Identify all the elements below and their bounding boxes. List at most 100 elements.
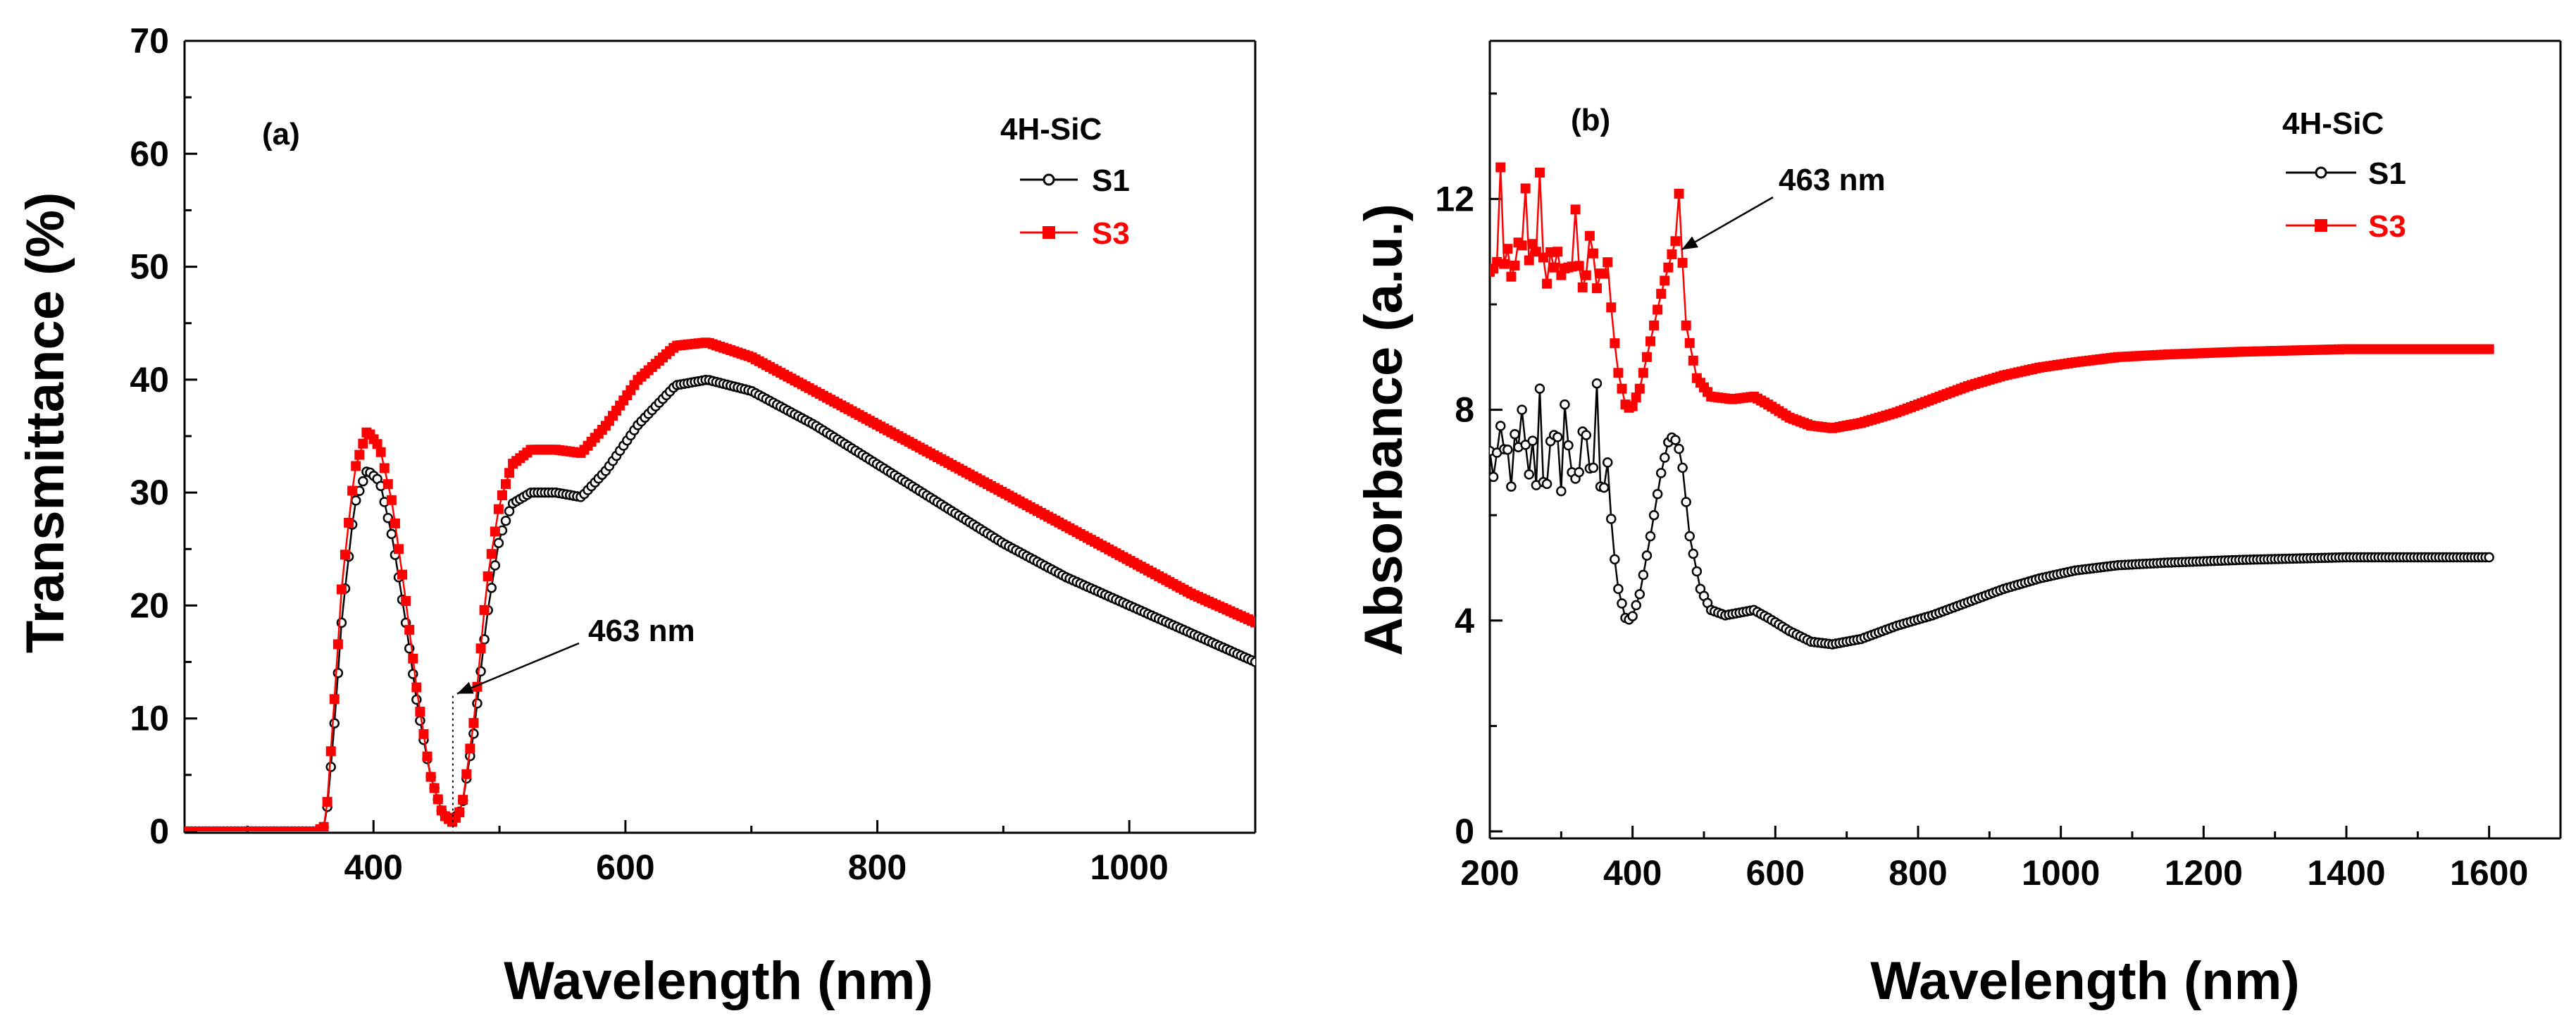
panel-b-s3-point	[1577, 282, 1588, 292]
panel-b-s1-point	[1517, 404, 1527, 415]
panel-a-s3-point	[332, 639, 343, 650]
panel-a-legend-s1-marker	[1043, 173, 1055, 186]
panel-b-annotation-arrow-line	[1681, 196, 1774, 251]
panel-b-s3-point	[1631, 392, 1641, 403]
panel-b-s3-point	[1524, 255, 1534, 266]
panel-a-legend-s1: S1	[1020, 163, 1130, 198]
panel-b-s3-point	[1574, 261, 1584, 271]
panel-a-s3-point	[425, 771, 436, 782]
panel-b-s1-point	[1606, 514, 1617, 524]
panel-a-s3-point	[325, 746, 336, 757]
panel-b-s3-point	[1588, 248, 1598, 259]
panel-a-s3-point	[329, 694, 340, 705]
panel-b-x-axis-title: Wavelength (nm)	[1870, 951, 2299, 1011]
panel-a-s3-point	[401, 596, 411, 607]
panel-a-x-tick-label: 400	[344, 848, 403, 887]
panel-a-y-tick-label: 50	[130, 247, 169, 287]
panel-b-x-tick-label: 200	[1460, 853, 1519, 893]
panel-b-series-s1	[1490, 378, 2494, 650]
panel-b-s3-point	[1688, 355, 1698, 366]
panel-b-x-tick-label: 400	[1603, 853, 1662, 893]
panel-b-label: (b)	[1571, 103, 1610, 137]
panel-b-legend-s1-marker	[2315, 166, 2327, 179]
panel-a-s3-point	[408, 653, 418, 664]
panel-b-s1-point	[1652, 489, 1663, 500]
panel-a-s1-point	[490, 560, 501, 571]
panel-b-s3-point	[1510, 260, 1520, 271]
panel-b-s1-point	[1541, 478, 1553, 490]
panel-a-series-s1-line	[185, 379, 1255, 831]
panel-a-y-tick-label: 40	[130, 360, 169, 399]
panel-b-s3-point	[1634, 383, 1645, 394]
panel-a-s3-point	[354, 450, 365, 460]
panel-a-legend-s3-label: S3	[1092, 216, 1130, 251]
panel-a-label: (a)	[262, 117, 300, 151]
panel-a-s3-point	[415, 707, 425, 717]
panel-a-s3-point	[379, 463, 390, 473]
panel-b-s1-point	[1610, 554, 1620, 565]
panel-b-s3-point	[1606, 302, 1617, 313]
panel-b-s3-point	[1656, 289, 1667, 299]
panel-a-s3-point	[386, 495, 397, 505]
panel-b-s1-point	[1638, 569, 1649, 581]
panel-b-s3-point	[1534, 168, 1545, 178]
panel-b-s3-point	[1570, 204, 1581, 215]
panel-b-s1-point	[1553, 432, 1563, 442]
panel-b-s1-point	[1506, 481, 1517, 492]
panel-b-s1-point	[1598, 482, 1610, 493]
panel-b-s3-point	[1613, 368, 1624, 378]
panel-a-s3-point	[318, 822, 329, 831]
panel-b-s3-point	[1638, 368, 1648, 378]
panel-a-s1-point	[493, 538, 504, 548]
panel-a-series-s3	[185, 337, 1255, 831]
panel-a-s3-point	[461, 769, 472, 779]
panel-a-y-tick-label: 10	[130, 699, 169, 738]
panel-a-s3-point	[351, 461, 361, 471]
panel-a-x-tick-label: 600	[596, 848, 654, 887]
panel-b-s3-point	[1645, 336, 1655, 347]
panel-a-s1-point	[486, 583, 497, 593]
panel-b-s3-point	[1667, 249, 1677, 259]
panel-a-s3-point	[433, 794, 443, 805]
panel-a-s1-point	[350, 495, 361, 506]
panel-a-y-tick-label: 20	[130, 585, 169, 625]
panel-a-s3-point	[479, 604, 490, 615]
panel-a-s1-point	[472, 698, 483, 709]
panel-a-s3-point	[382, 479, 393, 490]
panel-b-s1-point	[1627, 611, 1638, 621]
panel-b-x-tick-label: 1200	[2165, 853, 2243, 893]
panel-b-annotation-arrowhead	[1681, 236, 1699, 250]
panel-a-legend-s3: S3	[1020, 216, 1130, 251]
panel-a-s3-point	[465, 743, 475, 754]
panel-a-s3-point	[397, 569, 408, 580]
panel-b-s3-point	[1499, 259, 1510, 269]
panel-b-s3-point	[1660, 275, 1670, 286]
panel-a-s3-point	[501, 479, 511, 490]
panel-a-y-tick-label: 60	[130, 134, 169, 173]
panel-b-legend-s3-marker	[2315, 219, 2327, 232]
panel-a-s3-point	[458, 795, 468, 805]
panel-a-series-s1	[185, 375, 1255, 831]
panel-a-legend-title: 4H-SiC	[1000, 112, 1102, 147]
panel-a-s3-point	[336, 584, 347, 595]
panel-b: (b) Wavelength (nm) Absorbance (a.u.) 4H…	[1354, 39, 2562, 1011]
panel-b-s1-point	[1655, 468, 1667, 478]
panel-a-s3-point	[483, 571, 493, 582]
panel-a-y-tick-label: 70	[130, 21, 169, 61]
panel-a-legend-s3-marker	[1043, 226, 1055, 239]
panel-b-legend-s1-label: S1	[2368, 156, 2406, 191]
panel-a-s1-point	[358, 476, 368, 487]
panel-b-s1-point	[1641, 550, 1653, 561]
panel-a-s3-point	[429, 783, 440, 793]
panel-a-s1-point	[382, 512, 394, 523]
panel-a-s1-point	[500, 515, 511, 526]
panel-a-annotation-arrowhead	[456, 681, 474, 694]
panel-a-s3-point	[493, 504, 504, 514]
panel-b-s1-point	[1563, 440, 1574, 451]
panel-b-s3-point	[1610, 338, 1620, 349]
panel-b-s3-point	[1627, 401, 1638, 411]
panel-a-s3-point	[347, 485, 358, 496]
panel-b-s3-point	[1506, 271, 1517, 282]
panel-b-s1-point	[1645, 531, 1656, 542]
